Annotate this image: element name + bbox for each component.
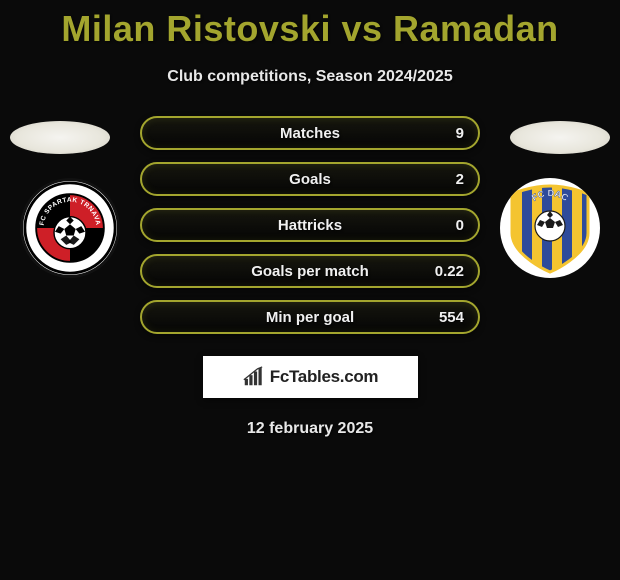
bar-chart-icon [242, 366, 264, 388]
stat-label: Goals per match [251, 263, 369, 280]
stat-value: 0.22 [435, 263, 464, 280]
team-crest-left: FC SPARTAK TRNAVA [20, 178, 120, 278]
stat-value: 554 [439, 309, 464, 326]
stats-column: Matches 9 Goals 2 Hattricks 0 Goals per … [140, 116, 480, 334]
stat-row-goals-per-match: Goals per match 0.22 [140, 254, 480, 288]
brand-text: FcTables.com [270, 367, 379, 387]
stat-label: Matches [280, 125, 340, 142]
player-silhouette-right [510, 121, 610, 154]
stat-row-hattricks: Hattricks 0 [140, 208, 480, 242]
stat-row-matches: Matches 9 [140, 116, 480, 150]
spartak-trnava-badge-icon: FC SPARTAK TRNAVA [23, 178, 117, 278]
stat-row-min-per-goal: Min per goal 554 [140, 300, 480, 334]
page-title: Milan Ristovski vs Ramadan [0, 0, 620, 50]
stat-value: 9 [456, 125, 464, 142]
stat-label: Goals [289, 171, 331, 188]
stat-value: 2 [456, 171, 464, 188]
player-silhouette-left [10, 121, 110, 154]
fc-dac-badge-icon: FC DAC [500, 178, 600, 278]
stat-value: 0 [456, 217, 464, 234]
brand-box: FcTables.com [203, 356, 418, 398]
main-area: FC SPARTAK TRNAVA [0, 116, 620, 438]
team-crest-right: FC DAC [500, 178, 600, 278]
stat-row-goals: Goals 2 [140, 162, 480, 196]
date-line: 12 february 2025 [0, 420, 620, 438]
stat-label: Min per goal [266, 309, 354, 326]
stat-label: Hattricks [278, 217, 342, 234]
subtitle: Club competitions, Season 2024/2025 [0, 68, 620, 86]
